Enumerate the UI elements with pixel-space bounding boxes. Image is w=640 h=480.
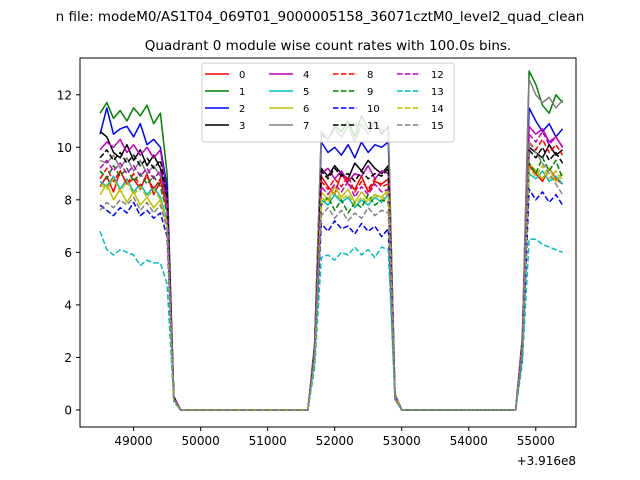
- legend-label-2: 2: [239, 104, 245, 115]
- y-tick-label: 4: [64, 298, 72, 312]
- x-axis: 49000 50000 51000 52000 53000 54000 55000: [115, 427, 555, 448]
- chart-title: Quadrant 0 module wise count rates with …: [145, 38, 511, 54]
- legend-label-1: 1: [239, 87, 245, 98]
- x-tick-label: 53000: [383, 434, 421, 448]
- x-tick-label: 50000: [182, 434, 220, 448]
- legend-label-7: 7: [303, 121, 309, 132]
- x-tick-label: 49000: [115, 434, 153, 448]
- legend-label-11: 11: [367, 121, 380, 132]
- x-tick-label: 51000: [249, 434, 287, 448]
- legend-label-8: 8: [367, 70, 373, 81]
- legend-label-5: 5: [303, 87, 309, 98]
- legend-label-4: 4: [303, 70, 309, 81]
- y-tick-label: 12: [57, 88, 72, 102]
- x-offset-label: +3.916e8: [517, 454, 576, 468]
- legend-label-9: 9: [367, 87, 373, 98]
- legend-label-0: 0: [239, 70, 245, 81]
- x-tick-label: 55000: [517, 434, 555, 448]
- x-tick-label: 52000: [316, 434, 354, 448]
- y-tick-label: 8: [64, 193, 72, 207]
- y-tick-label: 6: [64, 246, 72, 260]
- legend-label-6: 6: [303, 104, 309, 115]
- x-tick-label: 54000: [450, 434, 488, 448]
- y-tick-label: 2: [64, 351, 72, 365]
- legend-label-12: 12: [431, 70, 444, 81]
- y-tick-label: 10: [57, 141, 72, 155]
- y-tick-label: 0: [64, 403, 72, 417]
- legend-label-10: 10: [367, 104, 380, 115]
- legend-box: [201, 62, 455, 143]
- legend-label-14: 14: [431, 104, 444, 115]
- legend-label-3: 3: [239, 121, 245, 132]
- legend-label-13: 13: [431, 87, 444, 98]
- plot-frame: [79, 57, 577, 428]
- y-axis: 0 2 4 6 8 10 12: [57, 88, 80, 417]
- legend-label-15: 15: [431, 121, 444, 132]
- series-line-15: [99, 141, 564, 411]
- figure-suptitle: n file: modeM0/AS1T04_069T01_9000005158_…: [56, 9, 585, 25]
